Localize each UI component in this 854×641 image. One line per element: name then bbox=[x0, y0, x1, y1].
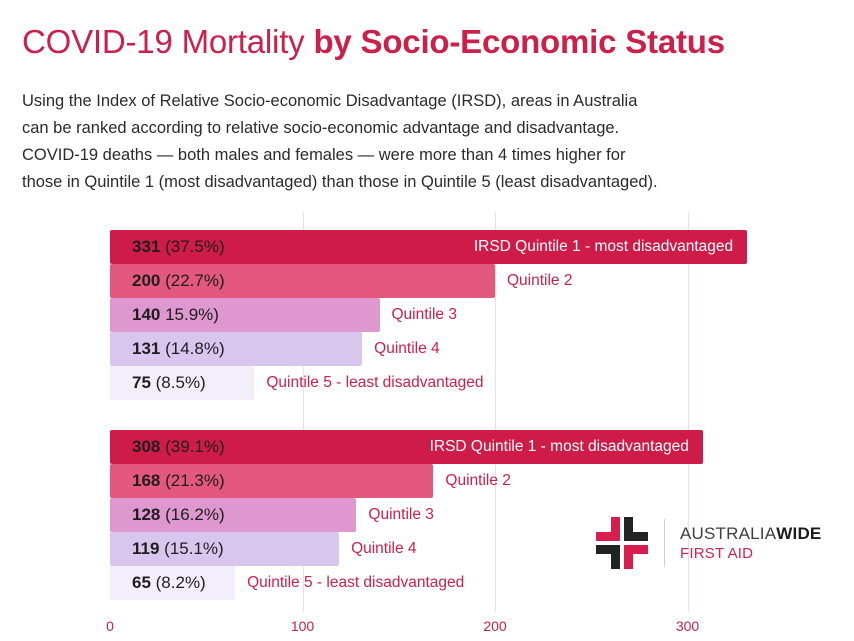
bar[interactable] bbox=[110, 298, 380, 332]
bar-category-label: Quintile 5 - least disadvantaged bbox=[247, 574, 465, 591]
x-axis: 0 100 200 300 bbox=[0, 612, 854, 641]
bar[interactable] bbox=[110, 464, 434, 498]
description-paragraph: Using the Index of Relative Socio-econom… bbox=[22, 88, 812, 196]
x-tick-300: 300 bbox=[675, 618, 700, 634]
bar-row[interactable]: 308 (39.1%) IRSD Quintile 1 - most disadv… bbox=[110, 430, 854, 464]
bar-row[interactable]: 128 (16.2%) Quintile 3 bbox=[110, 498, 854, 532]
bar[interactable] bbox=[110, 532, 340, 566]
bar-category-label: Quintile 3 bbox=[368, 506, 434, 523]
logo-line-1: AUSTRALIAWIDE bbox=[680, 523, 821, 544]
bar-row[interactable]: 140 15.9%) Quintile 3 bbox=[110, 298, 854, 332]
cross-quadrant-top-right bbox=[624, 517, 648, 541]
bar-category-label: Quintile 2 bbox=[445, 472, 511, 489]
bar-row[interactable]: 65 (8.2%) Quintile 5 - least disadvantage… bbox=[110, 566, 854, 600]
description-line-4: those in Quintile 1 (most disadvantaged)… bbox=[22, 173, 658, 191]
bar[interactable] bbox=[110, 366, 255, 400]
bar-category-label: Quintile 3 bbox=[391, 306, 457, 323]
description-line-3: COVID-19 deaths — both males and females… bbox=[22, 146, 626, 164]
bar[interactable] bbox=[110, 430, 703, 464]
bar-row[interactable]: 119 (15.1%) Quintile 4 bbox=[110, 532, 854, 566]
page-title: COVID-19 Mortality by Socio-Economic Sta… bbox=[22, 20, 725, 64]
logo-wordmark: AUSTRALIAWIDE FIRST AID bbox=[680, 523, 821, 563]
bar-category-label: Quintile 5 - least disadvantaged bbox=[266, 374, 484, 391]
cross-quadrant-top-left bbox=[596, 517, 620, 541]
bar-value-label: 75 (8.5%) bbox=[132, 373, 206, 392]
page-title-light: COVID-19 Mortality bbox=[22, 23, 314, 60]
cross-quadrant-bottom-left bbox=[596, 545, 620, 569]
logo-divider bbox=[664, 519, 665, 567]
bar-value-label: 131 (14.8%) bbox=[132, 339, 225, 358]
cross-quadrant-bottom-right bbox=[624, 545, 648, 569]
gridline-100 bbox=[302, 212, 304, 612]
bar[interactable] bbox=[110, 566, 236, 600]
bar-row[interactable]: 200 (22.7%) Quintile 2 bbox=[110, 264, 854, 298]
bar-category-label: Quintile 4 bbox=[374, 340, 440, 357]
gridline-300 bbox=[687, 212, 689, 612]
bar-value-label: 140 15.9%) bbox=[132, 305, 219, 324]
gridline-200 bbox=[495, 212, 496, 612]
bar-category-label: IRSD Quintile 1 - most disadvantaged bbox=[429, 438, 689, 455]
bar-chart: Males331 (37.5%)IRSD Quintile 1 - most d… bbox=[0, 212, 854, 641]
logo-australia: AUSTRALIA bbox=[680, 524, 777, 543]
logo-line-2: FIRST AID bbox=[680, 545, 754, 562]
bar-value-label: 119 (15.1%) bbox=[132, 539, 224, 558]
bar-value-label: 200 (22.7%) bbox=[132, 271, 225, 290]
logo-wide: WIDE bbox=[776, 524, 822, 543]
plot-area bbox=[110, 212, 803, 612]
bar-category-label: IRSD Quintile 1 - most disadvantaged bbox=[473, 238, 734, 255]
brand-logo: AUSTRALIAWIDE FIRST AID bbox=[596, 513, 836, 575]
bar-row[interactable]: 75 (8.5%) Quintile 5 - least disadvantage… bbox=[110, 366, 854, 400]
bar-value-label: 128 (16.2%) bbox=[132, 505, 225, 524]
bar-value-label: 331 (37.5%) bbox=[132, 237, 225, 256]
page-title-bold: by Socio-Economic Status bbox=[313, 23, 725, 60]
description-line-2: can be ranked according to relative soci… bbox=[22, 119, 620, 137]
bar[interactable] bbox=[110, 498, 357, 532]
bar-category-label: Quintile 2 bbox=[507, 272, 573, 289]
bar[interactable] bbox=[110, 230, 748, 264]
cross-mark-icon bbox=[596, 517, 648, 569]
bar-row[interactable]: 331 (37.5%) IRSD Quintile 1 - most disadv… bbox=[110, 230, 854, 264]
bar[interactable] bbox=[110, 332, 363, 366]
description-line-1: Using the Index of Relative Socio-econom… bbox=[22, 92, 638, 110]
bar[interactable] bbox=[110, 264, 495, 298]
x-tick-100: 100 bbox=[290, 618, 315, 634]
bar-row[interactable]: 168 (21.3%) Quintile 2 bbox=[110, 464, 854, 498]
x-tick-200: 200 bbox=[483, 618, 507, 634]
bar-category-label: Quintile 4 bbox=[351, 540, 417, 557]
x-tick-0: 0 bbox=[106, 618, 114, 634]
bar-row[interactable]: 131 (14.8%) Quintile 4 bbox=[110, 332, 854, 366]
bar-value-label: 308 (39.1%) bbox=[132, 437, 225, 456]
bar-value-label: 65 (8.2%) bbox=[132, 573, 206, 592]
bar-value-label: 168 (21.3%) bbox=[132, 471, 225, 490]
